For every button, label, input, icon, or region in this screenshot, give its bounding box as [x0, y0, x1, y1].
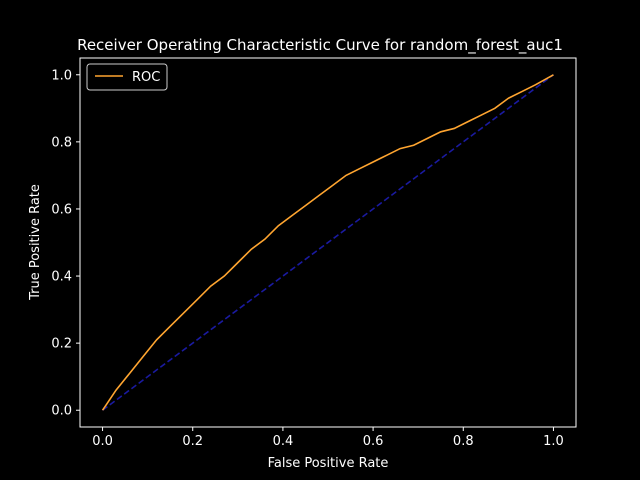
x-axis-ticks: 0.0 0.2 0.4 0.6 0.8 1.0 — [92, 427, 564, 449]
plot-area — [101, 74, 554, 411]
chart-title: Receiver Operating Characteristic Curve … — [77, 36, 563, 55]
y-tick-label: 0.4 — [51, 270, 72, 285]
y-tick-label: 0.6 — [51, 202, 72, 217]
y-axis-ticks: 0.0 0.2 0.4 0.6 0.8 1.0 — [51, 68, 80, 419]
y-axis-label: True Positive Rate — [28, 184, 43, 301]
legend-box — [86, 63, 168, 91]
y-tick-label: 1.0 — [51, 68, 72, 83]
x-axis-label: False Positive Rate — [268, 456, 389, 471]
y-tick-label: 0.2 — [51, 337, 72, 352]
y-tick-label: 0.0 — [51, 404, 72, 419]
legend: ROC — [86, 63, 168, 91]
axes-frame — [79, 57, 577, 428]
x-tick-label: 0.0 — [92, 434, 113, 449]
series-line-roc — [101, 74, 554, 411]
x-tick-label: 0.8 — [453, 434, 474, 449]
x-tick-label: 0.4 — [273, 434, 294, 449]
x-tick-label: 0.6 — [363, 434, 384, 449]
series-line-reference — [102, 74, 554, 411]
y-tick-label: 0.8 — [51, 135, 72, 150]
x-tick-label: 0.2 — [182, 434, 203, 449]
x-tick-label: 1.0 — [543, 434, 564, 449]
legend-label-roc: ROC — [132, 70, 160, 85]
